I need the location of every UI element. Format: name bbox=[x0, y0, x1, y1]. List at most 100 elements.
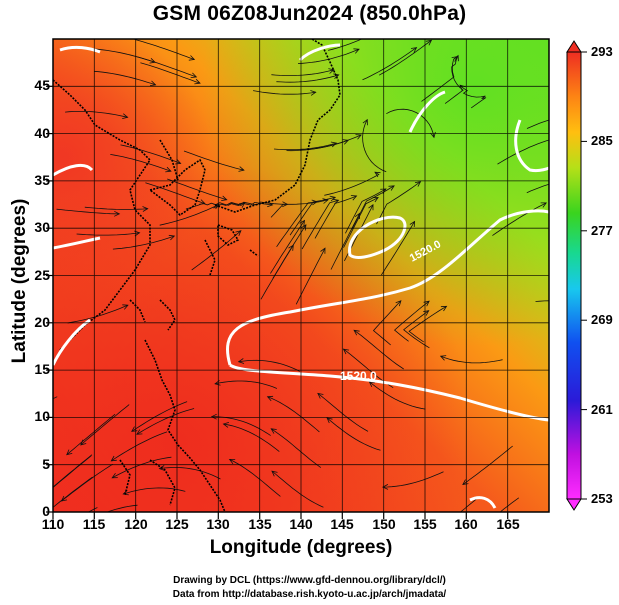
colorbar-tick-label: 253 bbox=[591, 491, 613, 506]
coastlines bbox=[53, 39, 341, 512]
streamline-arrowhead bbox=[210, 413, 217, 420]
streamline-arrowhead bbox=[239, 202, 246, 208]
streamline bbox=[393, 300, 430, 342]
streamline bbox=[276, 74, 339, 83]
streamline bbox=[80, 404, 130, 446]
streamline-arrowhead bbox=[353, 329, 360, 336]
streamline-arrowhead bbox=[355, 134, 362, 140]
streamline-arrowhead bbox=[549, 137, 555, 142]
streamline-arrowhead bbox=[425, 39, 433, 46]
streamline bbox=[440, 355, 503, 364]
field-layer bbox=[43, 39, 598, 540]
streamline bbox=[535, 300, 549, 302]
streamline-arrowhead bbox=[430, 531, 436, 536]
streamline-arrowhead bbox=[221, 195, 228, 201]
x-tick-label: 145 bbox=[330, 516, 354, 532]
streamline bbox=[369, 381, 426, 410]
streamline-arrowhead bbox=[330, 141, 338, 148]
axis-ticks bbox=[46, 85, 509, 519]
streamline bbox=[343, 197, 379, 248]
streamline bbox=[276, 201, 318, 248]
streamline-arrowhead bbox=[237, 358, 245, 364]
streamline-arrowhead bbox=[43, 491, 49, 496]
x-tick-label: 140 bbox=[289, 516, 313, 532]
colorbar bbox=[566, 40, 587, 511]
streamline-arrowhead bbox=[409, 220, 416, 228]
streamline bbox=[382, 471, 444, 488]
streamline bbox=[93, 48, 156, 63]
y-tick-label: 30 bbox=[34, 219, 50, 235]
streamline-arrowhead bbox=[317, 392, 324, 399]
streamline bbox=[65, 111, 128, 118]
streamline bbox=[376, 181, 421, 225]
streamline-arrowhead bbox=[300, 224, 307, 231]
contour-label: 1520.0 bbox=[340, 369, 377, 383]
x-axis-label: Longitude (degrees) bbox=[209, 537, 393, 558]
streamline-arrowhead bbox=[142, 206, 149, 212]
colorbar-tick-label: 261 bbox=[591, 402, 613, 417]
streamline bbox=[111, 431, 168, 462]
streamline bbox=[53, 455, 92, 488]
x-tick-label: 115 bbox=[82, 516, 106, 532]
streamline bbox=[381, 221, 415, 276]
streamline bbox=[253, 90, 316, 95]
streamline-arrowhead bbox=[440, 305, 448, 312]
streamline-arrowhead bbox=[111, 472, 118, 479]
streamline bbox=[326, 417, 381, 451]
streamline-arrowhead bbox=[168, 234, 176, 241]
streamline bbox=[136, 408, 195, 435]
streamline-arrowhead bbox=[188, 55, 196, 61]
streamline-arrowhead bbox=[350, 195, 358, 201]
streamline-arrowhead bbox=[410, 47, 418, 53]
colorbar-scale bbox=[566, 51, 582, 500]
streamline bbox=[159, 204, 220, 226]
streamline bbox=[499, 497, 520, 512]
streamline bbox=[56, 208, 120, 215]
streamline bbox=[421, 56, 458, 102]
streamline-arrowhead bbox=[158, 465, 165, 471]
streamline bbox=[84, 206, 148, 210]
y-tick-label: 20 bbox=[34, 314, 50, 330]
streamline-arrowhead bbox=[342, 348, 350, 355]
streamline-arrowhead bbox=[362, 118, 368, 126]
streamline bbox=[112, 235, 175, 250]
y-tick-label: 25 bbox=[34, 267, 50, 283]
streamline bbox=[526, 183, 549, 194]
chart-title: GSM 06Z08Jun2024 (850.0hPa) bbox=[152, 2, 467, 25]
x-tick-label: 165 bbox=[496, 516, 520, 532]
streamline bbox=[286, 139, 349, 152]
streamline bbox=[372, 300, 402, 346]
streamline bbox=[328, 39, 363, 51]
streamline-arrowhead bbox=[342, 139, 350, 145]
streamline bbox=[270, 220, 305, 274]
streamline-arrowhead bbox=[122, 304, 129, 310]
streamline-arrowhead bbox=[593, 300, 598, 305]
streamline bbox=[289, 196, 336, 236]
streamline-arrowhead bbox=[322, 198, 329, 204]
streamline bbox=[223, 423, 280, 452]
streamline bbox=[260, 244, 294, 300]
streamline bbox=[301, 199, 339, 250]
colorbar-tick-label: 293 bbox=[591, 44, 613, 59]
streamline bbox=[497, 139, 549, 165]
colorbar-max-triangle bbox=[566, 40, 582, 53]
streamline bbox=[492, 202, 547, 236]
streamline-arrowhead bbox=[44, 535, 50, 540]
streamline-arrowhead bbox=[368, 204, 374, 211]
streamline bbox=[66, 413, 116, 456]
streamline-arrowhead bbox=[453, 54, 459, 62]
streamline bbox=[378, 39, 432, 76]
streamline-arrowhead bbox=[439, 355, 447, 361]
streamline bbox=[345, 188, 387, 234]
x-tick-label: 160 bbox=[454, 516, 478, 532]
streamline bbox=[330, 213, 360, 270]
streamline bbox=[270, 199, 328, 218]
streamline-arrowhead bbox=[222, 422, 230, 428]
streamline bbox=[273, 142, 337, 151]
streamline-arrowhead bbox=[238, 166, 245, 172]
y-tick-label: 10 bbox=[34, 408, 50, 424]
streamline-arrowhead bbox=[582, 175, 587, 180]
streamline bbox=[270, 428, 322, 468]
streamline bbox=[215, 380, 278, 389]
